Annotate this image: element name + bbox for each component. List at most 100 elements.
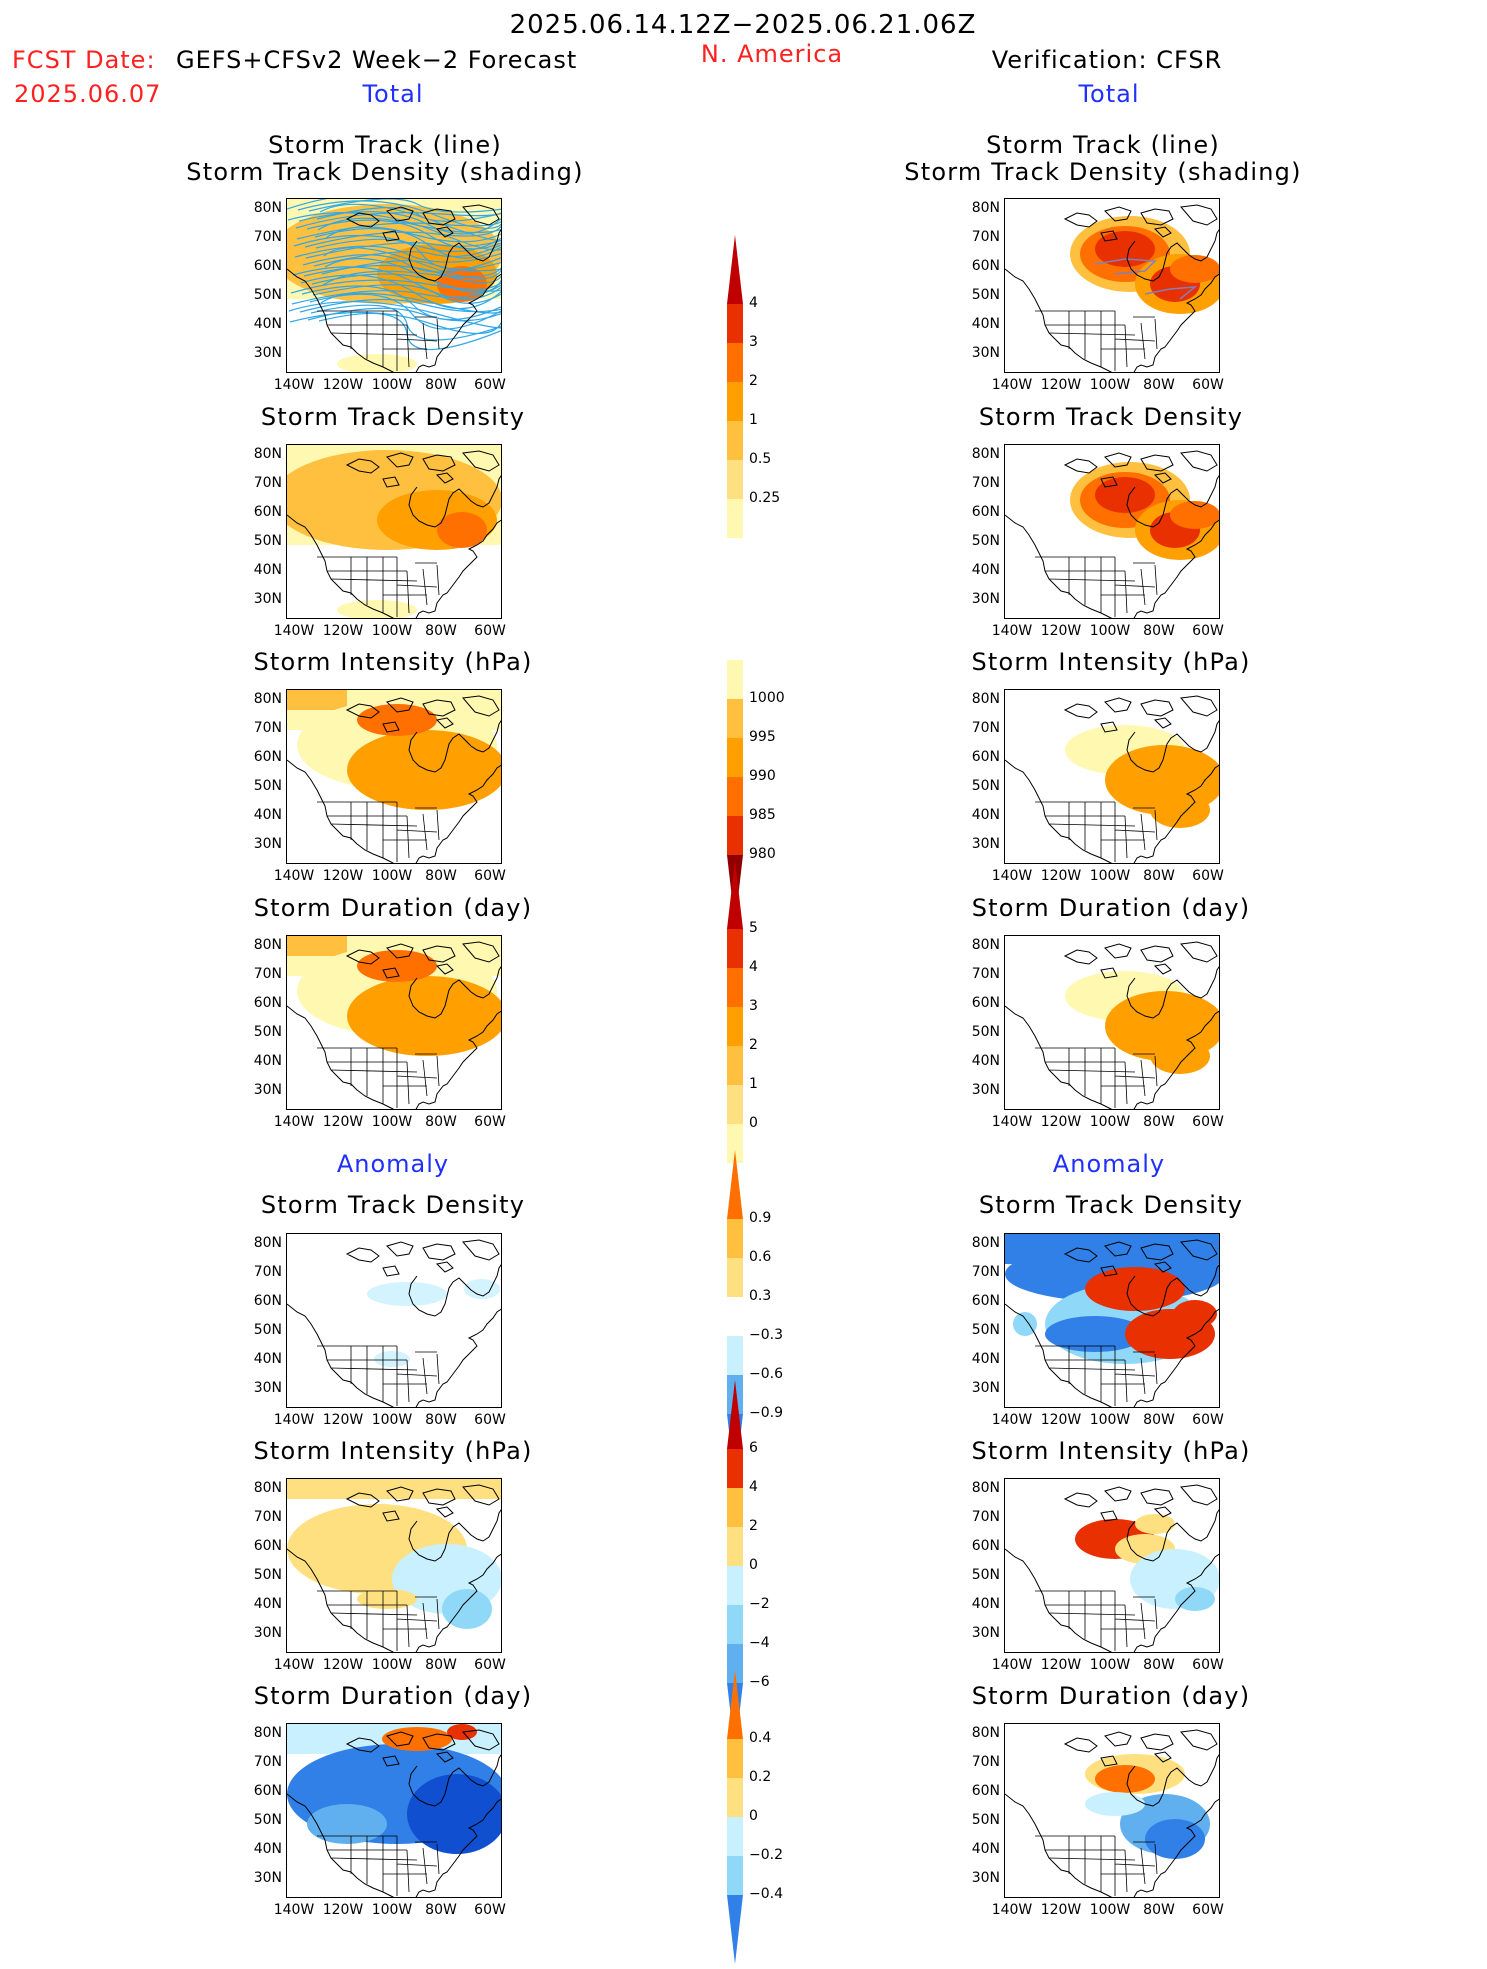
lat-label: 50N — [971, 778, 1000, 794]
lat-label: 70N — [971, 1509, 1000, 1525]
storm-track-line — [324, 257, 501, 291]
lat-label: 70N — [253, 1509, 282, 1525]
lat-label: 80N — [253, 1235, 282, 1251]
map-fcst-duration — [287, 936, 501, 1109]
lon-label: 80W — [425, 623, 457, 639]
map-panel-obs-intensity-anom — [1004, 1478, 1220, 1653]
lat-label: 80N — [253, 691, 282, 707]
colorbar-label: −0.3 — [749, 1327, 783, 1343]
lon-label: 140W — [991, 377, 1033, 393]
lon-label: 80W — [425, 1114, 457, 1130]
map-panel-fcst-intensity-anom — [286, 1478, 502, 1653]
lat-label: 60N — [253, 504, 282, 520]
lat-label: 50N — [253, 778, 282, 794]
lon-label: 120W — [322, 1902, 364, 1918]
colorbar-segment — [727, 343, 743, 382]
lon-label: 60W — [1192, 1114, 1224, 1130]
lon-label: 100W — [1089, 868, 1131, 884]
colorbar-label: 4 — [749, 959, 758, 975]
lon-label: 140W — [991, 1657, 1033, 1673]
lon-label: 140W — [991, 1412, 1033, 1428]
colorbar-segment — [727, 1449, 743, 1488]
storm-track-line — [1144, 286, 1198, 300]
map-obs-duration-anom — [1005, 1729, 1219, 1897]
colorbar-label: 0.9 — [749, 1210, 772, 1226]
colorbar-segment — [727, 1605, 743, 1644]
storm-track-line — [288, 301, 501, 329]
lon-label: 80W — [1143, 1657, 1175, 1673]
lon-label: 100W — [371, 377, 413, 393]
lat-label: 60N — [253, 258, 282, 274]
storm-track-line — [301, 285, 501, 321]
lat-label: 30N — [253, 345, 282, 361]
colorbar-segment — [727, 1258, 743, 1297]
lon-label: 80W — [1143, 377, 1175, 393]
storm-track-line — [1094, 258, 1157, 275]
title-line-2: Storm Track Density (shading) — [904, 158, 1302, 186]
lon-label: 140W — [273, 868, 315, 884]
lon-label: 140W — [273, 1657, 315, 1673]
colorbar-label: 5 — [749, 920, 758, 936]
storm-track-line — [309, 293, 501, 330]
map-fcst-intensity-anom — [287, 1479, 501, 1652]
lon-label: 140W — [273, 377, 315, 393]
lat-label: 30N — [971, 345, 1000, 361]
lat-label: 60N — [971, 749, 1000, 765]
colorbar-label: 0 — [749, 1115, 758, 1131]
lon-label: 140W — [991, 623, 1033, 639]
colorbar-segment — [727, 499, 743, 538]
lat-label: 70N — [253, 966, 282, 982]
lat-label: 60N — [971, 1293, 1000, 1309]
lon-label: 60W — [1192, 1657, 1224, 1673]
lat-label: 30N — [971, 1082, 1000, 1098]
lon-label: 80W — [1143, 1902, 1175, 1918]
lat-label: 50N — [253, 287, 282, 303]
lon-label: 60W — [474, 623, 506, 639]
storm-track-line — [319, 203, 501, 242]
storm-track-line — [305, 239, 501, 259]
lon-label: 120W — [1040, 377, 1082, 393]
title-intensity-anom-right: Storm Intensity (hPa) — [971, 1437, 1251, 1465]
lat-label: 80N — [971, 446, 1000, 462]
map-panel-fcst-intensity — [286, 689, 502, 864]
lon-label: 120W — [322, 1412, 364, 1428]
lon-label: 140W — [273, 1902, 315, 1918]
lat-label: 60N — [253, 1538, 282, 1554]
lat-label: 60N — [971, 504, 1000, 520]
colorbar-duration_anom — [727, 1670, 743, 1964]
map-panel-fcst-duration-anom — [286, 1723, 502, 1898]
colorbar-label: −6 — [749, 1674, 770, 1690]
lat-label: 50N — [971, 533, 1000, 549]
colorbar-segment — [727, 1297, 743, 1336]
storm-track-line — [321, 260, 501, 275]
colorbar-segment — [727, 1644, 743, 1683]
lon-label: 120W — [322, 623, 364, 639]
lat-label: 50N — [253, 1024, 282, 1040]
colorbar-segment — [727, 1124, 743, 1163]
colorbar-label: 4 — [749, 1479, 758, 1495]
colorbar-label: −4 — [749, 1635, 770, 1651]
storm-track-line — [298, 211, 501, 235]
section-total-left: Total — [362, 80, 424, 108]
colorbar-segment — [727, 1566, 743, 1605]
lon-label: 80W — [1143, 1412, 1175, 1428]
storm-track-line — [287, 199, 328, 210]
lat-label: 60N — [971, 258, 1000, 274]
colorbar-label: 980 — [749, 846, 776, 862]
lon-label: 140W — [273, 623, 315, 639]
lat-label: 80N — [971, 1480, 1000, 1496]
map-obs-density-anom — [1005, 1234, 1219, 1407]
colorbar-segment — [727, 660, 743, 699]
colorbar-segment — [727, 1739, 743, 1778]
lat-label: 30N — [971, 591, 1000, 607]
colorbar-intensity_anom — [727, 1380, 743, 1752]
lon-label: 60W — [474, 1902, 506, 1918]
lon-label: 140W — [273, 1114, 315, 1130]
lat-label: 80N — [971, 691, 1000, 707]
colorbar-segment — [727, 382, 743, 421]
colorbar-segment — [727, 1007, 743, 1046]
colorbar-label: 0.6 — [749, 1249, 772, 1265]
lat-label: 70N — [253, 1754, 282, 1770]
colorbar-segment — [727, 777, 743, 816]
title-track-density-anom-left: Storm Track Density — [260, 1191, 526, 1219]
